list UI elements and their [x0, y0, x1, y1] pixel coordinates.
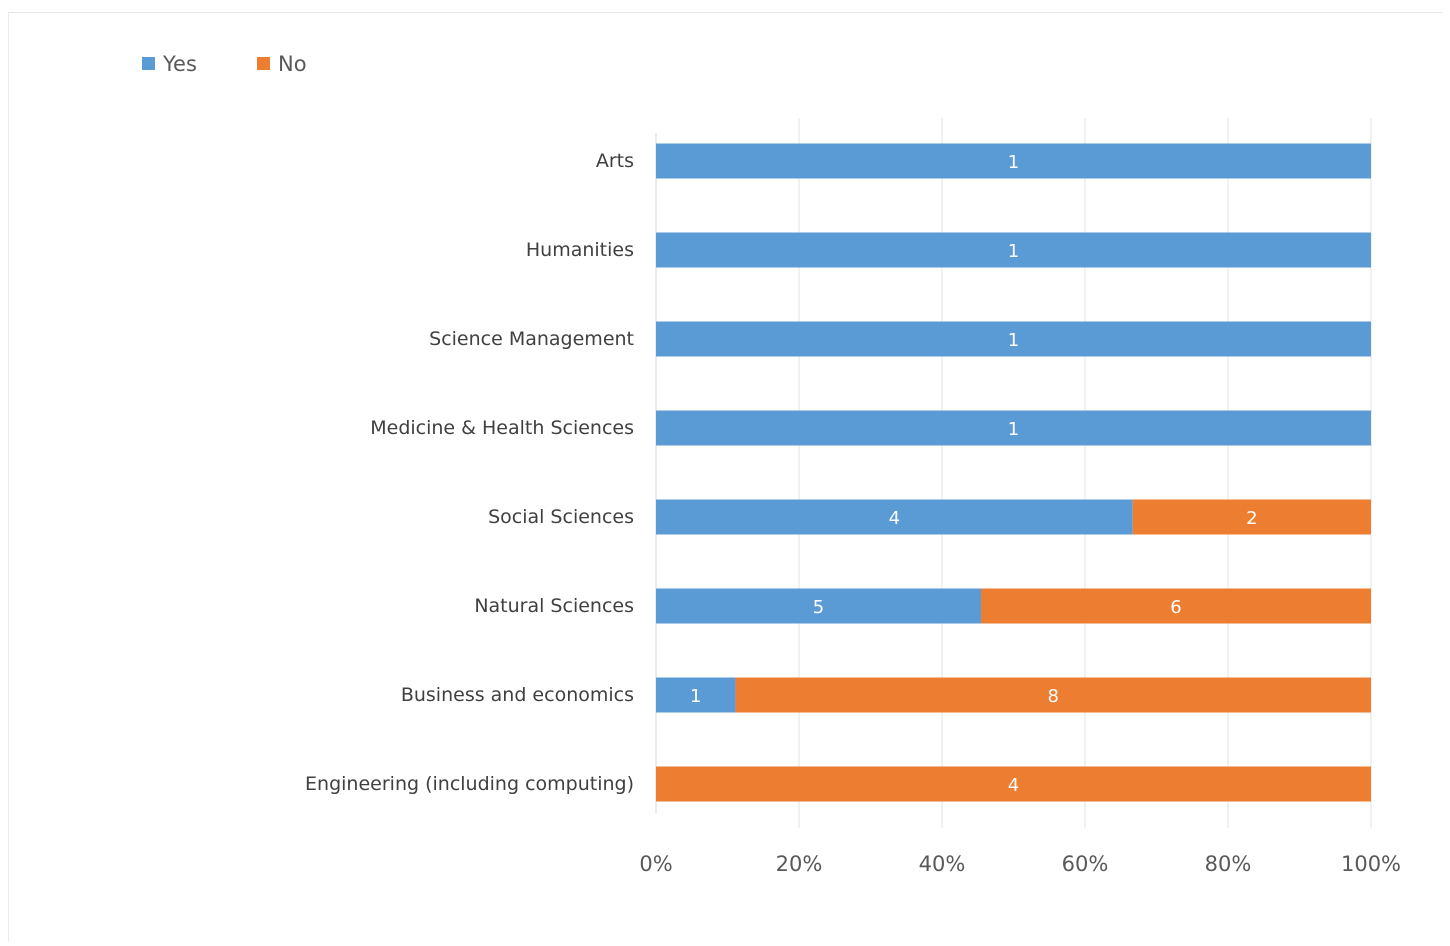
x-tick-label: 60% [1062, 852, 1109, 876]
category-label: Medicine & Health Sciences [370, 417, 634, 439]
category-axis: Arts Humanities Science Management Medicine… [305, 150, 634, 795]
bar-segment-yes [656, 232, 1371, 268]
bar-segment-no [981, 588, 1371, 624]
bar-segment-yes [656, 143, 1371, 179]
x-tick-label: 80% [1205, 852, 1252, 876]
legend-swatch-no [257, 57, 270, 70]
category-label: Arts [596, 150, 634, 172]
data-label: 5 [813, 597, 824, 618]
bar-segment-yes [656, 499, 1133, 535]
legend-label-yes: Yes [162, 52, 197, 76]
gridlines [655, 118, 1372, 828]
data-label: 1 [690, 686, 701, 707]
legend: Yes No [142, 52, 307, 76]
data-label: 6 [1170, 597, 1181, 618]
data-label: 8 [1047, 686, 1058, 707]
category-label: Engineering (including computing) [305, 773, 634, 795]
category-label: Natural Sciences [474, 595, 634, 617]
x-tick-label: 0% [639, 852, 672, 876]
x-tick-label: 100% [1341, 852, 1401, 876]
data-label: 1 [1008, 241, 1019, 262]
data-label: 1 [1008, 419, 1019, 440]
legend-label-no: No [278, 52, 307, 76]
data-label: 2 [1246, 508, 1257, 529]
bar-segment-yes [656, 588, 981, 624]
category-label: Business and economics [401, 684, 634, 706]
data-label: 4 [1008, 775, 1019, 796]
legend-swatch-yes [142, 57, 155, 70]
data-label: 1 [1008, 152, 1019, 173]
value-axis: 0% 20% 40% 60% 80% 100% [639, 852, 1401, 876]
bar-segment-no [735, 677, 1371, 713]
data-label: 1 [1008, 330, 1019, 351]
x-tick-label: 40% [919, 852, 966, 876]
data-label: 4 [889, 508, 900, 529]
bar-segment-yes [656, 321, 1371, 357]
category-label: Social Sciences [488, 506, 634, 528]
bars: 1 1 1 1 4 2 5 6 1 8 4 [656, 143, 1371, 802]
bar-segment-no [1132, 499, 1371, 535]
bar-segment-yes [656, 677, 736, 713]
bar-segment-no [656, 766, 1371, 802]
category-label: Science Management [429, 328, 634, 350]
x-tick-label: 20% [776, 852, 823, 876]
bar-segment-yes [656, 410, 1371, 446]
category-label: Humanities [526, 239, 634, 261]
